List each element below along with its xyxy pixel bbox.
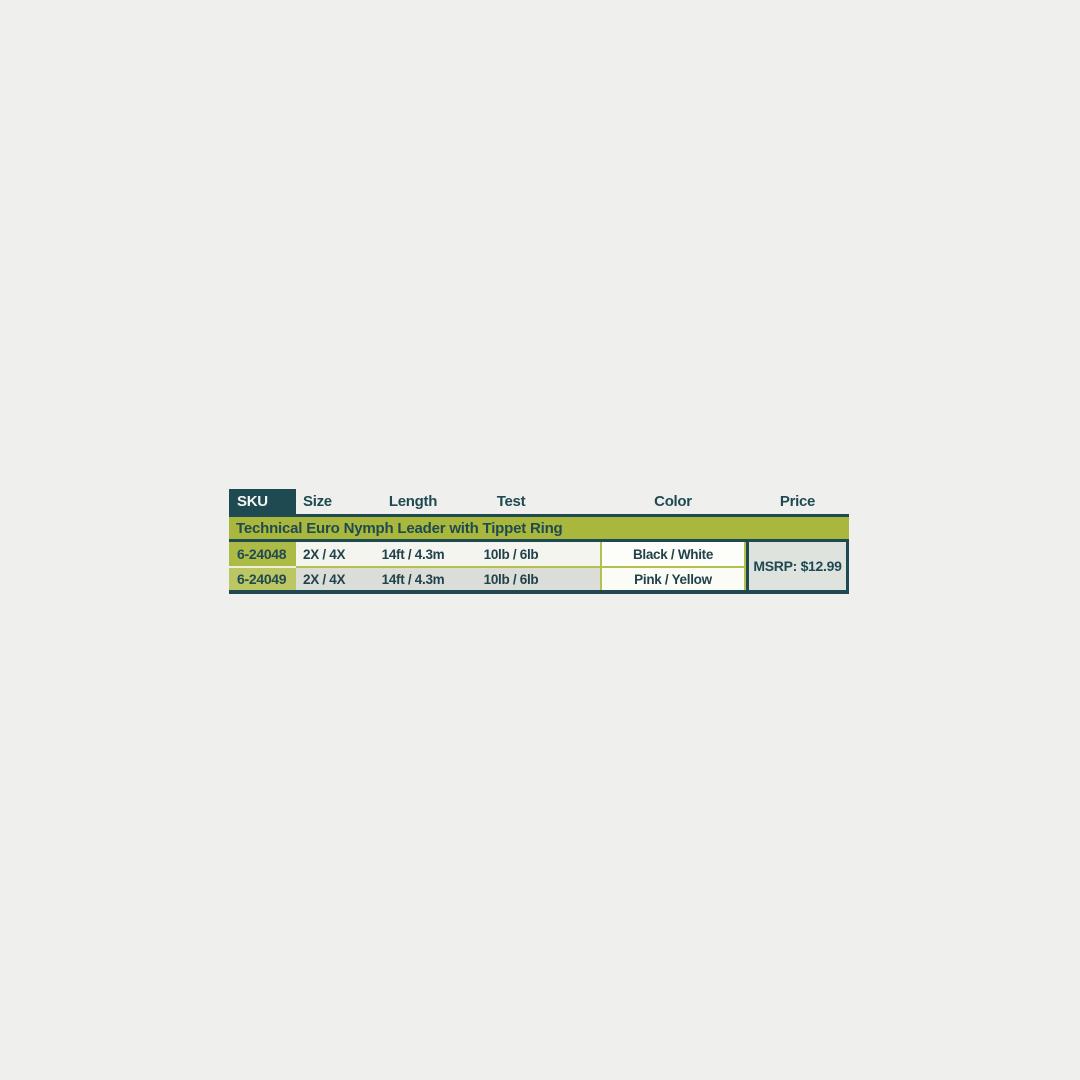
row-1-sku: 6-24048 (229, 542, 296, 566)
header-length: Length (388, 493, 438, 510)
product-spec-table: SKU Size Length Test Color Price Technic… (229, 489, 849, 594)
header-size: Size (303, 493, 332, 510)
header-test: Test (496, 493, 526, 510)
row-separator (360, 566, 466, 568)
row-1-spacer (556, 542, 600, 566)
row-separator (600, 566, 746, 568)
row-2-color: Pink / Yellow (600, 568, 746, 590)
row-1-length: 14ft / 4.3m (360, 542, 466, 566)
table-body: 6-24048 2X / 4X 14ft / 4.3m 10lb / 6lb B… (229, 542, 849, 594)
table-header-row: SKU Size Length Test Color Price (229, 489, 849, 517)
header-sku: SKU (229, 489, 296, 514)
row-2-sku: 6-24049 (229, 568, 296, 590)
header-spacer (556, 489, 600, 514)
row-separator (296, 566, 360, 568)
product-name-banner: Technical Euro Nymph Leader with Tippet … (229, 517, 849, 542)
row-separator (466, 566, 556, 568)
row-2-spacer (556, 568, 600, 590)
header-color: Color (654, 493, 692, 510)
header-price: Price (779, 493, 816, 510)
row-1-size: 2X / 4X (296, 542, 360, 566)
row-separator (556, 566, 600, 568)
row-2-test: 10lb / 6lb (466, 568, 556, 590)
row-2-size: 2X / 4X (296, 568, 360, 590)
price-cell: MSRP: $12.99 (746, 542, 849, 590)
row-separator (229, 566, 296, 568)
row-1-test: 10lb / 6lb (466, 542, 556, 566)
row-2-length: 14ft / 4.3m (360, 568, 466, 590)
row-1-color: Black / White (600, 542, 746, 566)
